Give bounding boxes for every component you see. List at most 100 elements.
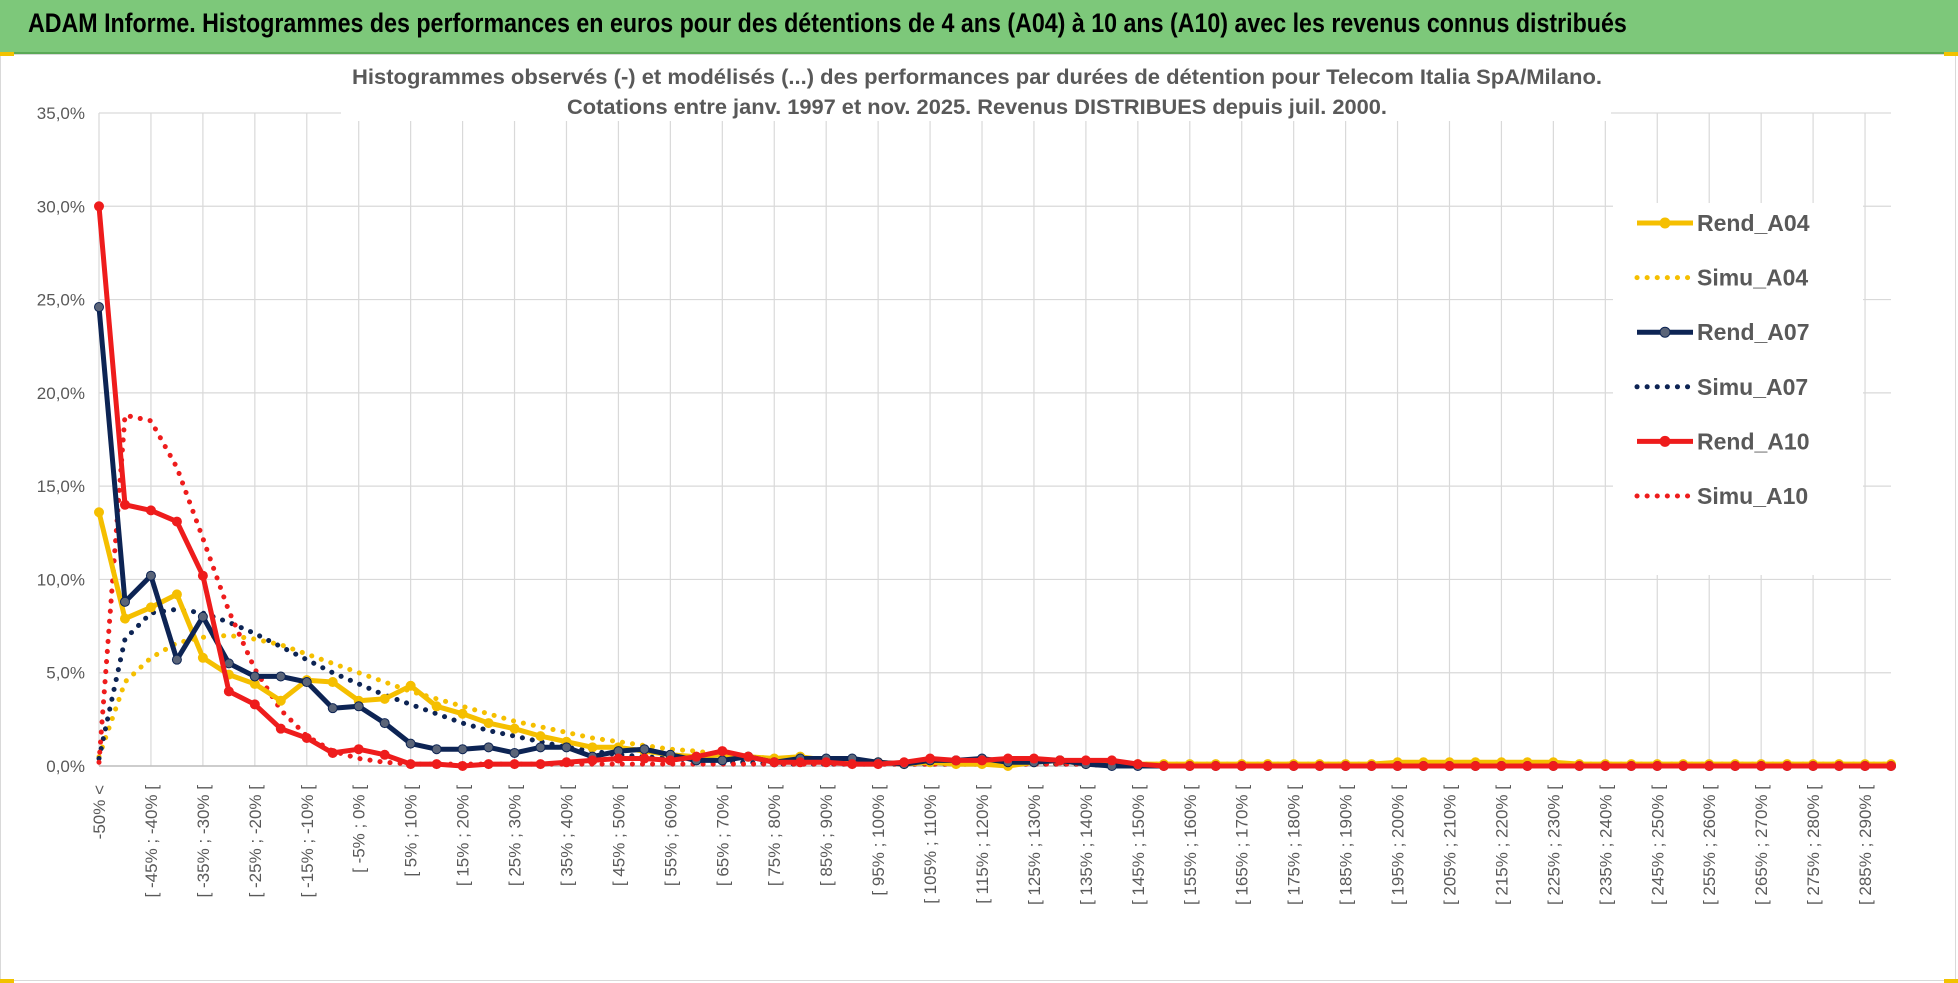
data-point (379, 718, 390, 729)
legend-label: Simu_A04 (1697, 265, 1808, 291)
chart-title-line-2: Cotations entre janv. 1997 et nov. 2025.… (567, 96, 1387, 119)
data-point (171, 589, 182, 600)
x-tick-label: [ 85% ; 90% [ (817, 785, 836, 886)
data-point (899, 757, 910, 768)
data-point (1574, 761, 1585, 771)
data-point (639, 753, 650, 764)
data-point (1444, 761, 1455, 771)
data-point (639, 744, 650, 755)
legend-marker (1659, 326, 1671, 338)
data-point (197, 611, 208, 622)
data-point (951, 755, 962, 766)
data-point (1626, 761, 1637, 771)
x-tick-label: [ 205% ; 210% [ (1440, 785, 1459, 905)
data-point (145, 570, 156, 581)
x-tick-label: [ 275% ; 280% [ (1804, 785, 1823, 905)
x-tick-label: [ -25% ; -20% [ (246, 785, 265, 898)
y-tick-label: 0,0% (46, 757, 85, 776)
data-point (431, 744, 442, 755)
data-point (1470, 761, 1481, 771)
series-line-Rend_A10 (96, 206, 1891, 769)
data-point (457, 744, 468, 755)
data-point (145, 602, 156, 613)
data-point (535, 731, 546, 742)
data-point (1730, 761, 1741, 771)
y-tick-label: 10,0% (37, 570, 85, 589)
data-point (1028, 753, 1039, 764)
data-point (1002, 753, 1013, 764)
x-tick-label: [ 255% ; 260% [ (1700, 785, 1719, 905)
x-tick-label: [ 15% ; 20% [ (454, 785, 473, 886)
histogram-chart: 0,0% 5,0% 10,0% 15,0% 20,0% 25,0% 30,0% 35,0% -5… (37, 59, 1896, 905)
data-point (1704, 761, 1715, 771)
data-point (509, 747, 520, 758)
data-point (145, 505, 156, 516)
legend-label: Rend_A07 (1697, 319, 1809, 345)
data-point (691, 751, 702, 762)
data-point (94, 201, 104, 212)
legend-label: Rend_A10 (1697, 428, 1809, 454)
x-tick-label: [ -15% ; -10% [ (298, 785, 317, 898)
data-point (1132, 759, 1143, 770)
x-tick-label: [ 45% ; 50% [ (609, 785, 628, 886)
data-point (1106, 755, 1117, 766)
legend-marker (1659, 435, 1671, 447)
data-point (171, 516, 182, 527)
data-point (1392, 761, 1403, 771)
data-point (119, 596, 130, 607)
data-point (483, 742, 494, 753)
x-tick-label: [ 155% ; 160% [ (1181, 785, 1200, 905)
data-point (977, 755, 988, 766)
y-tick-label: 30,0% (37, 197, 85, 216)
data-point (197, 652, 208, 663)
data-point (457, 761, 468, 771)
x-tick-label: [ 95% ; 100% [ (869, 785, 888, 896)
data-point (483, 718, 494, 729)
data-point (1418, 761, 1429, 771)
data-point (1678, 761, 1689, 771)
x-tick-label: [ 135% ; 140% [ (1077, 785, 1096, 905)
x-tick-label: [ -45% ; -40% [ (142, 785, 161, 898)
x-tick-label: [ 125% ; 130% [ (1025, 785, 1044, 905)
data-point (301, 733, 312, 744)
data-point (1314, 761, 1325, 771)
data-point (353, 701, 364, 712)
data-point (1262, 761, 1273, 771)
data-point (1236, 761, 1247, 771)
data-point (1210, 761, 1221, 771)
series-line-Simu_A07 (96, 606, 1894, 769)
y-tick-label: 5,0% (46, 664, 85, 683)
corner-marker (1944, 979, 1958, 983)
y-tick-label: 20,0% (37, 384, 85, 403)
axes: 0,0% 5,0% 10,0% 15,0% 20,0% 25,0% 30,0% 35,0% -5… (37, 104, 1891, 905)
data-point (405, 759, 416, 770)
legend-background (1613, 203, 1863, 575)
data-point (431, 701, 442, 712)
data-point (1054, 755, 1065, 766)
x-tick-label: [ 5% ; 10% [ (402, 785, 421, 877)
x-tick-label: [ 145% ; 150% [ (1129, 785, 1148, 905)
data-point (249, 699, 260, 710)
data-point (1808, 761, 1819, 771)
data-point (379, 693, 390, 704)
x-tick-label: [ 25% ; 30% [ (506, 785, 525, 886)
y-tick-label: 35,0% (37, 104, 85, 123)
x-tick-label: [ 165% ; 170% [ (1233, 785, 1252, 905)
corner-marker (0, 979, 14, 983)
x-tick-label: [ -5% ; 0% [ (350, 785, 369, 873)
data-point (457, 708, 468, 719)
x-tick-label: [ 215% ; 220% [ (1492, 785, 1511, 905)
chart-title-background (341, 59, 1611, 121)
data-point (431, 759, 442, 770)
data-point (327, 747, 338, 758)
data-point (275, 695, 286, 706)
x-tick-label: [ 75% ; 80% [ (765, 785, 784, 886)
data-point (847, 759, 858, 770)
x-tick-label: [ 185% ; 190% [ (1337, 785, 1356, 905)
data-point (665, 755, 676, 766)
data-point (1184, 761, 1195, 771)
data-point (405, 680, 416, 691)
data-point (509, 723, 520, 734)
data-point (1340, 761, 1351, 771)
x-tick-label: -50% < (90, 785, 109, 839)
